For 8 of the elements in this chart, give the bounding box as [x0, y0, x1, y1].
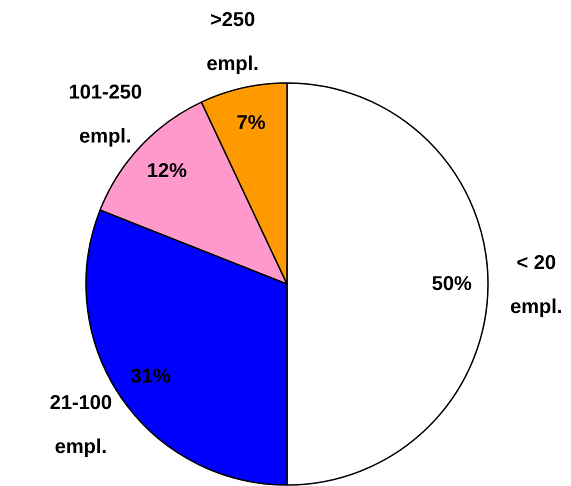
data-label: 50% — [432, 273, 472, 295]
data-label: 7% — [236, 112, 266, 134]
slice-label: < 20 empl. — [510, 252, 562, 318]
slice-label: >250 empl. — [206, 8, 259, 75]
data-label: 12% — [146, 160, 188, 182]
data-label: 31% — [130, 366, 171, 388]
slice-label: 101-250 empl. — [68, 81, 142, 148]
slice-label: 21-100 empl. — [50, 392, 112, 458]
